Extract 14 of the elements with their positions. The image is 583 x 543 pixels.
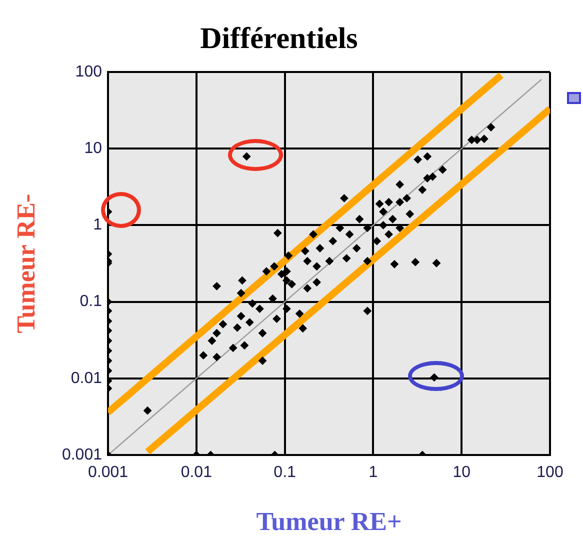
x-axis-title: Tumeur RE+: [256, 507, 402, 536]
x-tick-label: 0.1: [274, 464, 296, 482]
y-tick-label: 10: [84, 140, 102, 158]
y-tick-label: 100: [75, 63, 102, 80]
x-tick-label: 100: [536, 464, 564, 482]
x-tick-label: 1: [368, 464, 378, 482]
y-tick-label: 0.001: [62, 446, 102, 464]
y-tick-label: 0.1: [80, 293, 102, 310]
x-tick-label: 0.01: [180, 464, 212, 482]
y-tick-label: 1: [93, 216, 102, 234]
chart-title: Différentiels: [200, 22, 358, 55]
y-axis-title: Tumeur RE-: [11, 194, 40, 334]
x-tick-label: 10: [452, 464, 471, 482]
y-tick-label: 0.01: [70, 370, 102, 387]
